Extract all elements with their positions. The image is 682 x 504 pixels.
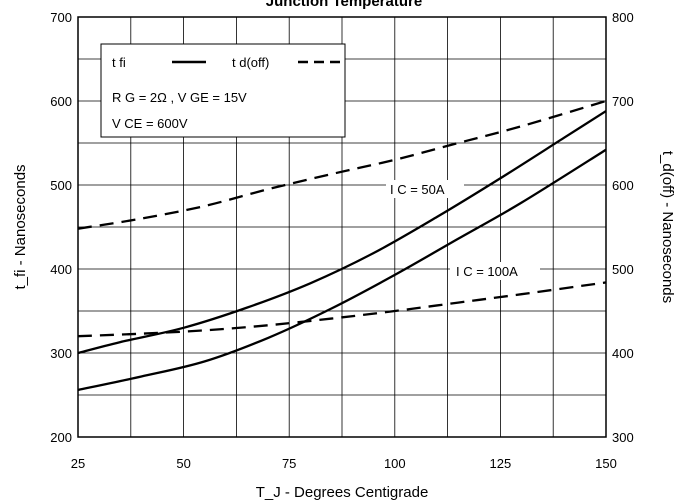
legend-label-tdoff: t d(off) [232, 55, 269, 70]
annotation-ic100-bg [450, 262, 540, 280]
x-tick-label: 75 [282, 456, 296, 471]
tick-labels: 25 50 75 100 125 150 200 300 400 500 600 700 300 400 5… [50, 10, 633, 471]
annotation-ic50-bg [386, 180, 464, 198]
y2-tick-label: 600 [612, 178, 634, 193]
y-tick-label: 600 [50, 94, 72, 109]
x-axis-label: T_J - Degrees Centigrade [256, 484, 429, 501]
legend-label-tfi: t fi [112, 55, 126, 70]
series-line-tdoff-ic50 [77, 99, 607, 230]
legend-cond-line1: R G = 2Ω , V GE = 15V [112, 90, 247, 105]
x-tick-label: 150 [595, 456, 617, 471]
x-tick-label: 100 [384, 456, 406, 471]
x-tick-label: 50 [176, 456, 190, 471]
chart-title: Junction Temperature [266, 0, 422, 10]
y-axis-label: t_fi - Nanoseconds [12, 164, 29, 289]
series-line-tfi-ic100 [77, 148, 607, 392]
y2-tick-label: 300 [612, 430, 634, 445]
y-tick-label: 700 [50, 10, 72, 25]
series-layer [77, 99, 607, 392]
y2-tick-label: 800 [612, 10, 634, 25]
annotation-ic50: I C = 50A [390, 182, 445, 197]
y-tick-label: 400 [50, 262, 72, 277]
x-tick-label: 125 [490, 456, 512, 471]
y-tick-label: 200 [50, 430, 72, 445]
y-tick-label: 300 [50, 346, 72, 361]
y2-tick-label: 400 [612, 346, 634, 361]
series-line-tfi-ic50 [77, 110, 607, 355]
legend-cond-line2: V CE = 600V [112, 116, 188, 131]
x-tick-label: 25 [71, 456, 85, 471]
legend-box [100, 43, 346, 138]
annotation-ic100: I C = 100A [456, 264, 518, 279]
plot-frame [77, 16, 607, 438]
series-line-tdoff-ic100 [77, 281, 607, 338]
y2-tick-label: 700 [612, 94, 634, 109]
y-tick-label: 500 [50, 178, 72, 193]
legend: t fi t d(off) R G = 2Ω , V GE = 15V V CE… [100, 43, 346, 138]
y2-tick-label: 500 [612, 262, 634, 277]
y2-axis-label: t_d(off) - Nanoseconds [659, 151, 676, 303]
